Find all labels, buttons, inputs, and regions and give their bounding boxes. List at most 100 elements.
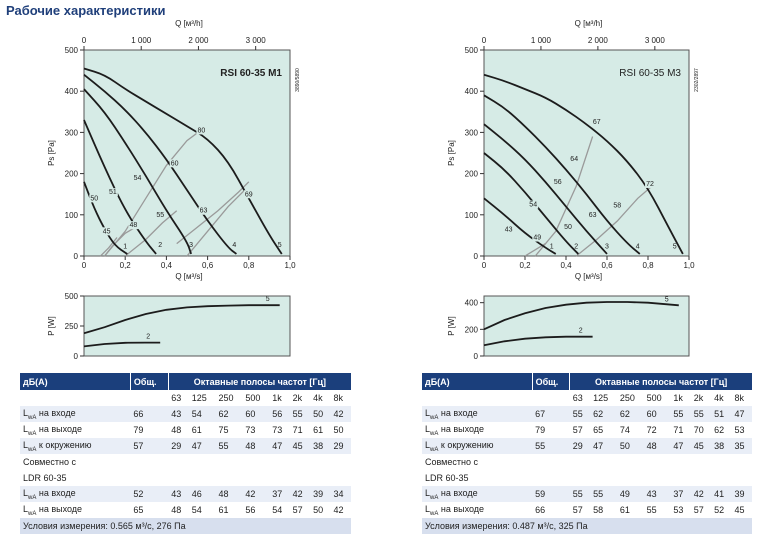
row-value: 71 (673, 425, 684, 435)
efficiency-label-bg (101, 227, 112, 236)
efficiency-label-bg (612, 201, 623, 210)
header-octave: Октавные полосы частот [Гц] (569, 373, 752, 390)
row-value: 47 (731, 406, 752, 422)
freq-label: 63 (572, 393, 583, 403)
row-label: LwA на выходе (20, 502, 130, 518)
x2-tick-label: 2 000 (588, 36, 609, 45)
fan-curve-4 (83, 74, 237, 255)
curve-label: 2 (574, 244, 578, 251)
lwa-symbol: L (23, 487, 29, 498)
lwa-subscript: wA (28, 446, 37, 453)
y-tick-label: 500 (65, 46, 79, 55)
header-db: дБ(A) (20, 373, 131, 390)
x2-tick-label: 3 000 (645, 36, 666, 45)
y-tick-label: 300 (465, 128, 479, 137)
power-y-tick-label: 200 (465, 325, 479, 334)
row-value: 29 (569, 438, 591, 454)
row-total: 52 (130, 486, 169, 502)
row-total: 65 (133, 505, 144, 515)
power-curve-label: 2 (146, 334, 150, 341)
efficiency-label: 69 (245, 191, 253, 198)
row-value: 37 (269, 486, 290, 502)
efficiency-label-bg (503, 225, 514, 234)
charts-canvas: 0 0,2 0,4 0,6 0,8 1,00 1 000 2 000 3 00001002003… (47, 19, 700, 361)
efficiency-label-bg (107, 188, 118, 197)
row-value: 50 (313, 505, 324, 515)
efficiency-label: 63 (589, 212, 597, 219)
freq-empty (130, 390, 168, 406)
row-value: 47 (188, 438, 216, 454)
row-label-text: на входе (440, 407, 478, 418)
row-total: 57 (130, 438, 169, 454)
row-value: 55 (289, 406, 311, 422)
efficiency-curve-45 (100, 237, 118, 257)
row-value: 47 (269, 438, 290, 454)
x-tick-label: 0,4 (161, 261, 173, 270)
row-value: 50 (616, 438, 644, 454)
row-value: 37 (670, 486, 691, 502)
power-y-tick-label: 500 (65, 292, 79, 301)
row-label: LwA на входе (20, 406, 131, 422)
row-value: 34 (330, 486, 351, 502)
table-row: LwA на входе 59 55 55 49 43 37 42 41 39 (422, 486, 752, 502)
efficiency-label-bg (552, 177, 563, 186)
x-tick-label: 0,6 (601, 261, 613, 270)
row-value: 43 (168, 406, 189, 422)
efficiency-label-bg (155, 210, 166, 219)
efficiency-label: 48 (130, 222, 138, 229)
row-value: 55 (690, 406, 712, 422)
noise-table: дБ(A) Общ. Октавные полосы частот [Гц] 63 12… (20, 373, 351, 534)
lwa-symbol: L (425, 407, 431, 418)
fan-curve-3 (83, 88, 192, 255)
freq-label: 4k (313, 393, 323, 403)
curve-label: 3 (605, 244, 609, 251)
freq-label: 125 (593, 393, 609, 403)
lwa-symbol: L (23, 439, 29, 450)
row-value: 57 (292, 505, 303, 515)
row-total: 55 (532, 438, 570, 454)
x-tick-label: 0 (82, 261, 87, 270)
row-label-text: к окружению (38, 439, 92, 450)
row-value: 71 (292, 425, 303, 435)
y-tick-label: 500 (465, 46, 479, 55)
table-row: LwA на входе 66 43 54 62 60 56 55 50 42 (20, 406, 351, 422)
row-value: 57 (572, 425, 583, 435)
x2-tick-label: 3 000 (246, 36, 267, 45)
section-label: LDR 60-35 (23, 473, 67, 483)
efficiency-label-bg (569, 155, 580, 164)
row-value: 75 (218, 425, 229, 435)
efficiency-label-bg (169, 159, 180, 168)
row-value: 52 (714, 505, 725, 515)
efficiency-label-bg (196, 126, 207, 135)
x2-tick-label: 2 000 (188, 36, 209, 45)
x2-tick-label: 0 (82, 36, 87, 45)
section-label: Совместно с (425, 457, 478, 467)
efficiency-curve-72 (575, 185, 653, 257)
row-label-text: на выходе (38, 423, 83, 434)
efficiency-label-bg (132, 173, 143, 182)
y-tick-label: 400 (465, 87, 479, 96)
freq-label: 500 (646, 393, 662, 403)
row-value: 61 (218, 505, 229, 515)
efficiency-label: 54 (529, 202, 537, 209)
measurement-note: Условия измерения: 0.565 м³/с, 276 Па (20, 518, 351, 534)
freq-label: 1k (272, 393, 282, 403)
row-value: 62 (714, 425, 725, 435)
fan-curve-4 (483, 94, 641, 255)
efficiency-label: 45 (103, 228, 111, 235)
x-axis-label: Q [м³/s] (575, 272, 602, 281)
row-label: LwA на входе (422, 406, 533, 422)
model-label: RSI 60-35 M1 (220, 68, 282, 79)
efficiency-label-bg (591, 118, 602, 127)
power-curve-label: 2 (579, 328, 583, 335)
curve-label: 4 (232, 242, 236, 249)
power-curve-5 (83, 304, 280, 335)
row-value: 46 (188, 486, 216, 502)
efficiency-label-bg (128, 221, 139, 230)
x-tick-label: 0,8 (243, 261, 255, 270)
y-tick-label: 400 (65, 87, 79, 96)
efficiency-label: 56 (554, 179, 562, 186)
curve-label: 1 (550, 244, 554, 251)
row-label: LwA к окружению (20, 438, 131, 454)
x-tick-label: 0 (482, 261, 487, 270)
